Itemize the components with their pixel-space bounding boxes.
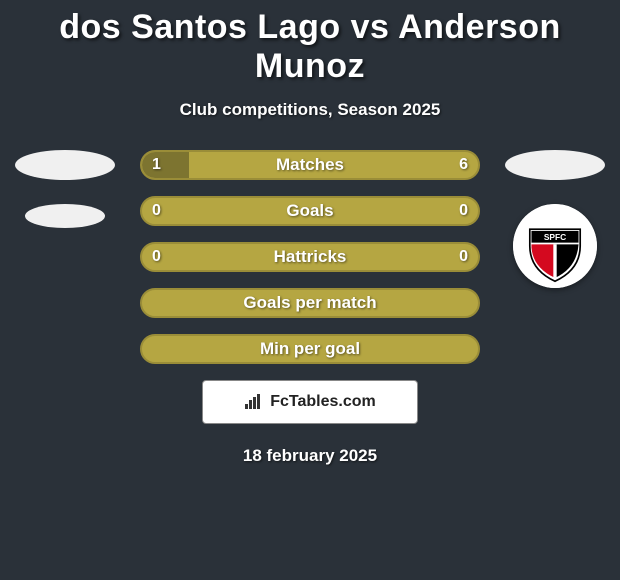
stat-value-right: 0 bbox=[459, 242, 468, 272]
chart-date: 18 february 2025 bbox=[0, 446, 620, 466]
brand-text: FcTables.com bbox=[270, 393, 376, 411]
svg-text:SPFC: SPFC bbox=[544, 232, 566, 242]
bar-fill-left bbox=[142, 152, 189, 178]
comparison-chart: SPFC 1 Matches 6 0 Goals 0 bbox=[0, 150, 620, 466]
bar-track bbox=[140, 196, 480, 226]
stat-value-left: 1 bbox=[152, 150, 161, 180]
subtitle: Club competitions, Season 2025 bbox=[0, 100, 620, 120]
stat-value-left: 0 bbox=[152, 196, 161, 226]
team-badge-placeholder bbox=[505, 150, 605, 180]
bar-track bbox=[140, 242, 480, 272]
stat-bars: 1 Matches 6 0 Goals 0 0 Hattricks 0 G bbox=[140, 150, 480, 364]
stat-row-min-per-goal: Min per goal bbox=[140, 334, 480, 364]
bar-track bbox=[140, 288, 480, 318]
stat-value-right: 6 bbox=[459, 150, 468, 180]
stat-row-matches: 1 Matches 6 bbox=[140, 150, 480, 180]
team-badge-placeholder bbox=[25, 204, 105, 228]
right-team-badges: SPFC bbox=[500, 150, 610, 288]
bar-track bbox=[140, 334, 480, 364]
page-title: dos Santos Lago vs Anderson Munoz bbox=[0, 0, 620, 86]
left-team-badges bbox=[10, 150, 120, 252]
fctables-watermark: FcTables.com bbox=[202, 380, 418, 424]
stat-value-right: 0 bbox=[459, 196, 468, 226]
stat-row-hattricks: 0 Hattricks 0 bbox=[140, 242, 480, 272]
spfc-badge-icon: SPFC bbox=[513, 204, 597, 288]
stat-row-goals-per-match: Goals per match bbox=[140, 288, 480, 318]
bar-track bbox=[140, 150, 480, 180]
bars-icon bbox=[244, 394, 264, 410]
team-badge-placeholder bbox=[15, 150, 115, 180]
stat-value-left: 0 bbox=[152, 242, 161, 272]
stat-row-goals: 0 Goals 0 bbox=[140, 196, 480, 226]
